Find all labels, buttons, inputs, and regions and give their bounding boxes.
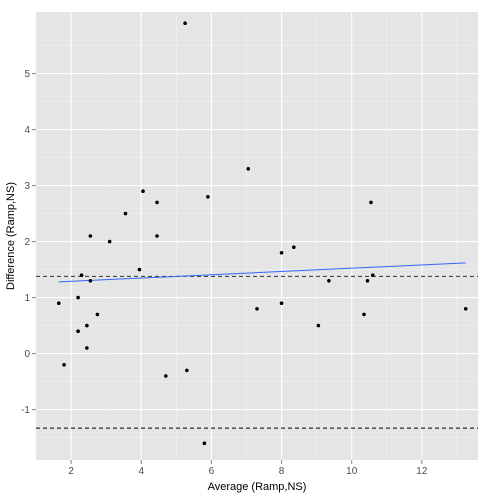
y-tick-label: 1 — [24, 293, 30, 304]
data-point — [370, 273, 375, 278]
data-point — [85, 323, 89, 328]
data-point — [369, 200, 373, 205]
data-point — [137, 267, 142, 272]
data-point — [62, 363, 66, 367]
y-axis: -1 0 1 2 3 4 5 — [21, 69, 36, 416]
data-point — [57, 301, 61, 306]
data-point — [292, 245, 296, 249]
x-tick-label: 10 — [346, 466, 358, 477]
data-point — [463, 307, 468, 311]
data-point — [95, 312, 100, 317]
y-tick-label: 2 — [24, 237, 30, 248]
y-axis-title: Difference (Ramp,NS) — [5, 182, 17, 290]
data-point — [185, 368, 189, 373]
data-point — [163, 374, 168, 378]
reference-lines — [36, 275, 478, 429]
y-tick-label: 5 — [24, 69, 30, 80]
x-tick-label: 12 — [416, 466, 428, 477]
y-tick-label: -1 — [21, 405, 30, 416]
data-point — [88, 234, 93, 238]
y-tick-label: 3 — [24, 181, 30, 192]
data-point — [76, 329, 80, 334]
data-point — [362, 312, 366, 317]
y-tick-label: 0 — [24, 349, 30, 360]
data-point — [88, 279, 93, 283]
x-axis: 2 4 6 8 10 12 — [68, 460, 428, 477]
data-point — [155, 200, 159, 205]
data-point — [316, 323, 321, 328]
minor-gridlines — [35, 12, 478, 460]
x-tick-label: 2 — [68, 466, 74, 477]
data-points — [57, 21, 468, 446]
x-tick-label: 8 — [279, 466, 285, 477]
data-point — [365, 279, 370, 283]
data-point — [183, 21, 187, 26]
trend-line-group — [58, 262, 466, 283]
data-point — [202, 441, 207, 446]
data-point — [255, 307, 259, 311]
x-tick-label: 6 — [209, 466, 215, 477]
data-point — [246, 167, 251, 171]
data-point — [155, 234, 159, 238]
plot-panel — [36, 12, 478, 460]
data-point — [279, 251, 284, 255]
data-point — [107, 239, 112, 244]
data-point — [206, 195, 210, 199]
major-gridlines — [36, 12, 478, 460]
data-point — [76, 295, 80, 300]
trend-line — [58, 262, 466, 283]
data-point — [79, 273, 84, 278]
data-point — [85, 346, 89, 350]
data-point — [123, 211, 128, 216]
y-tick-label: 4 — [24, 125, 30, 136]
x-axis-title: Average (Ramp,NS) — [208, 481, 307, 493]
x-tick-label: 4 — [138, 466, 144, 477]
data-point — [327, 279, 331, 283]
data-point — [279, 301, 284, 306]
data-point — [141, 189, 145, 193]
